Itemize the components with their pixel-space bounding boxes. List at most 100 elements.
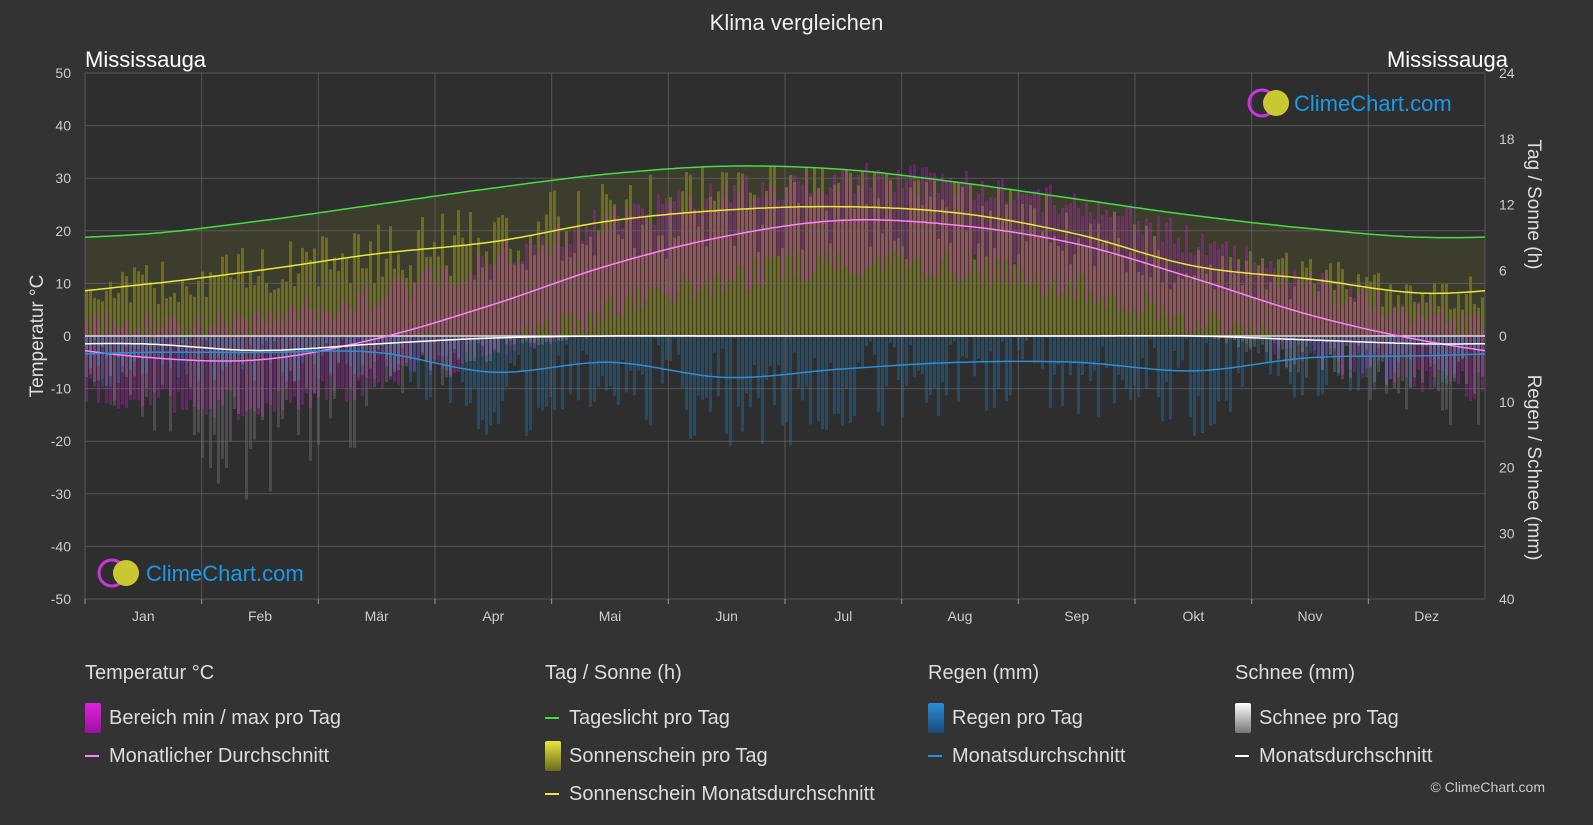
rain-bar xyxy=(265,336,268,353)
snow-bar xyxy=(1253,336,1256,347)
snow-bar xyxy=(157,336,160,346)
sunshine-bar xyxy=(153,287,156,336)
sunshine-bar xyxy=(329,269,332,336)
daylight-bar xyxy=(349,208,353,336)
rain-bar xyxy=(541,336,544,411)
temp-range-bar xyxy=(321,309,324,382)
temp-range-bar xyxy=(545,243,548,319)
temp-range-bar xyxy=(1041,211,1044,296)
temp-range-bar xyxy=(1193,255,1196,334)
sunshine-bar xyxy=(237,254,240,336)
temp-range-bar xyxy=(1097,200,1100,303)
temp-range-swatch xyxy=(85,703,101,733)
temp-range-bar xyxy=(1361,285,1364,379)
rain-bar xyxy=(549,336,552,397)
sunshine-bar xyxy=(377,224,380,336)
sunshine-bar xyxy=(121,271,124,336)
sunshine-bar xyxy=(613,204,616,336)
sunshine-bar xyxy=(1405,284,1408,336)
sunshine-bar xyxy=(1137,271,1140,336)
temp-range-bar xyxy=(565,232,568,319)
sunshine-bar xyxy=(177,301,180,336)
daylight-bar xyxy=(1453,237,1457,336)
sunshine-bar xyxy=(437,256,440,336)
sunshine-bar xyxy=(321,236,324,336)
temp-range-bar xyxy=(757,197,760,284)
sunshine-bar xyxy=(985,256,988,336)
rain-bar xyxy=(121,336,124,367)
temp-range-bar xyxy=(893,192,896,251)
snow-bar xyxy=(585,336,588,339)
daylight-bar xyxy=(245,222,249,336)
sunshine-bar xyxy=(361,268,364,336)
rain-bar xyxy=(645,336,648,421)
temp-range-bar xyxy=(953,194,956,274)
daylight-bar xyxy=(1473,237,1477,336)
rain-bar xyxy=(585,336,588,355)
legend-rain-avg: Monatsdurchschnitt xyxy=(928,737,1125,775)
rain-bar xyxy=(597,336,600,387)
rain-bar xyxy=(1061,336,1064,407)
rain-bar xyxy=(1401,336,1404,355)
rain-bar xyxy=(1137,336,1140,398)
daylight-bar xyxy=(757,165,761,336)
temp-range-bar xyxy=(373,302,376,380)
tick-label-left: 10 xyxy=(55,275,71,291)
temp-range-bar xyxy=(941,173,944,261)
rain-bar xyxy=(189,336,192,341)
rain-bar xyxy=(225,336,228,368)
rain-bar xyxy=(501,336,504,401)
rain-bar xyxy=(1285,336,1288,368)
sunshine-bar xyxy=(821,168,824,336)
sunshine-bar xyxy=(1321,279,1324,336)
snow-bar xyxy=(125,336,128,377)
temp-range-bar xyxy=(589,229,592,312)
temp-range-bar xyxy=(1421,315,1424,393)
temp-range-bar xyxy=(449,283,452,375)
temp-range-bar xyxy=(793,175,796,276)
rain-bar xyxy=(941,336,944,383)
sunshine-bar xyxy=(977,243,980,336)
rain-bar xyxy=(457,336,460,358)
snow-bar xyxy=(149,336,152,357)
rain-bar xyxy=(589,336,592,407)
rain-bar xyxy=(725,336,728,434)
temp-range-bar xyxy=(737,192,740,266)
rain-bar xyxy=(201,336,204,340)
legend-rain-daily-label: Regen pro Tag xyxy=(952,706,1083,729)
rain-bar xyxy=(1325,336,1328,386)
temp-range-bar xyxy=(1109,216,1112,295)
logo-top[interactable]: ClimeChart.com xyxy=(1247,88,1452,118)
rain-bar xyxy=(1165,336,1168,383)
temp-range-bar xyxy=(301,306,304,405)
snow-bar xyxy=(1337,336,1340,374)
temp-range-bar xyxy=(137,326,140,401)
temp-range-bar xyxy=(877,169,880,256)
rain-bar xyxy=(1097,336,1100,417)
rain-bar xyxy=(1265,336,1268,364)
temp-range-bar xyxy=(597,236,600,312)
snow-bar xyxy=(1257,336,1260,338)
rain-bar xyxy=(173,336,176,338)
daylight-bar xyxy=(285,217,289,336)
rain-bar xyxy=(625,336,628,393)
daylight-bar xyxy=(1149,209,1153,336)
snow-bar xyxy=(137,336,140,358)
snow-bar xyxy=(257,336,260,409)
rain-bar xyxy=(921,336,924,375)
rain-bar xyxy=(461,336,464,382)
rain-bar xyxy=(429,336,432,398)
legend-snow-avg-label: Monatsdurchschnitt xyxy=(1259,744,1433,767)
logo-bottom[interactable]: ClimeChart.com xyxy=(97,558,304,588)
sunshine-bar xyxy=(873,172,876,336)
rain-bar xyxy=(1249,336,1252,351)
temp-range-bar xyxy=(1405,313,1408,378)
temp-range-bar xyxy=(353,310,356,400)
sunshine-bar xyxy=(1353,301,1356,336)
daylight-bar xyxy=(381,203,385,336)
rain-bar xyxy=(213,336,216,380)
snow-bar xyxy=(1341,336,1344,380)
sunshine-bar xyxy=(505,217,508,336)
temp-range-bar xyxy=(1333,304,1336,352)
temp-range-bar xyxy=(85,320,88,403)
